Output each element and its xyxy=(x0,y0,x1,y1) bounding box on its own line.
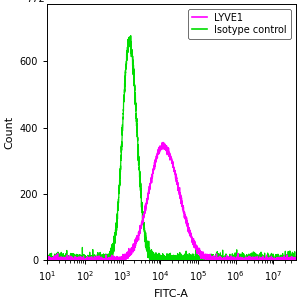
X-axis label: FITC-A: FITC-A xyxy=(154,289,189,299)
Y-axis label: Count: Count xyxy=(4,116,14,149)
Text: 772: 772 xyxy=(26,0,45,4)
Legend: LYVE1, Isotype control: LYVE1, Isotype control xyxy=(188,9,291,39)
